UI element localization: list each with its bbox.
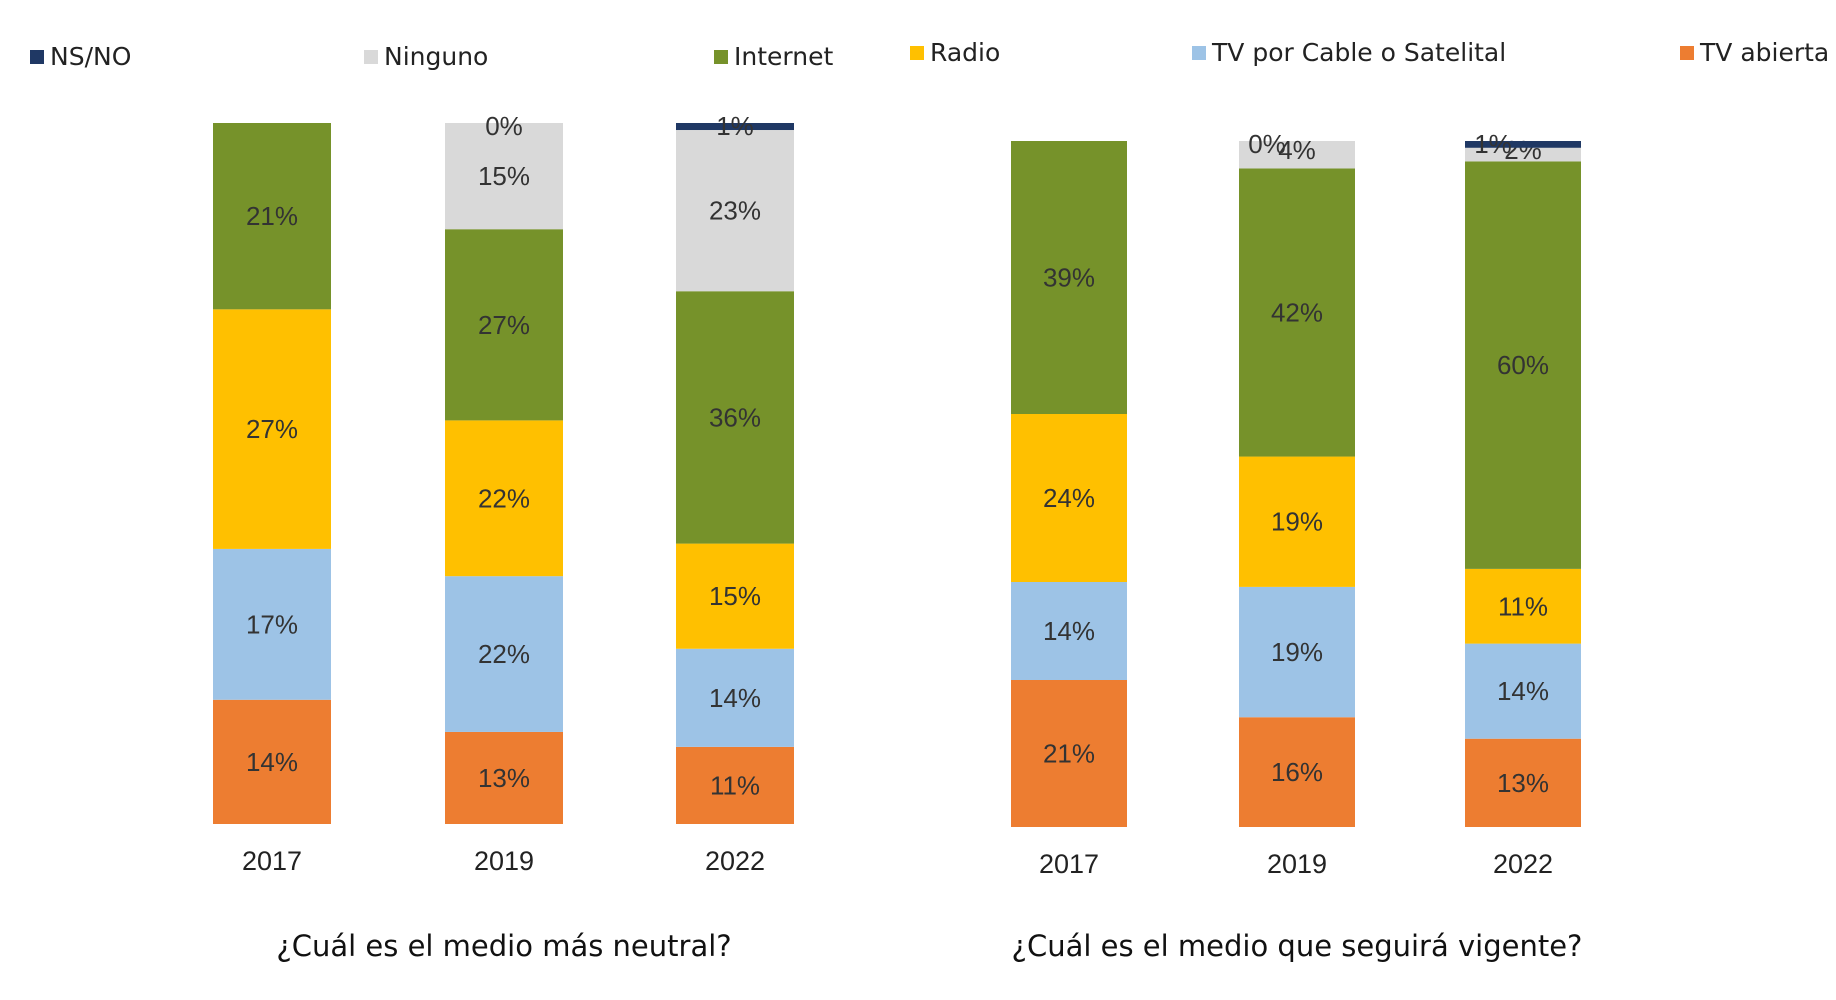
- data-label-internet-2022: 60%: [1497, 350, 1549, 380]
- bar-segment-tv-por-cable-o-satelital-2022: [1465, 643, 1581, 739]
- bar-segment-tv-por-cable-o-satelital-2022: [676, 648, 794, 747]
- bar-segment-internet-2017: [213, 123, 331, 310]
- legend: NS/NO Ninguno Internet Radio TV por Cable o …: [30, 38, 1829, 71]
- bar-segment-radio-2019: [1239, 456, 1355, 587]
- legend-swatch-abierta: [1680, 46, 1694, 60]
- bar-segment-tv-por-cable-o-satelital-2019: [445, 576, 563, 732]
- legend-label-nsno: NS/NO: [50, 42, 131, 71]
- data-label-radio-2022: 11%: [1498, 591, 1548, 621]
- x-tick-2022: 2022: [1493, 849, 1553, 879]
- legend-label-internet: Internet: [734, 42, 833, 71]
- legend-swatch-internet: [714, 50, 728, 64]
- data-label-radio-2017: 27%: [246, 414, 298, 444]
- x-tick-2017: 2017: [242, 846, 302, 876]
- data-label-ns-no-2019: 0%: [1248, 129, 1286, 159]
- bar-segment-ns-no-2022: [1465, 141, 1581, 148]
- data-label-ninguno-2019: 15%: [478, 161, 530, 191]
- bar-segment-internet-2017: [1011, 141, 1127, 414]
- bar-segment-ninguno-2019: [445, 123, 563, 230]
- bar-segment-ninguno-2022: [676, 130, 794, 292]
- legend-swatch-radio: [910, 46, 924, 60]
- bar-segment-tv-por-cable-o-satelital-2019: [1239, 586, 1355, 718]
- bar-segment-ninguno-2022: [1465, 147, 1581, 162]
- data-label-ns-no-2019: 0%: [485, 111, 523, 141]
- chart-mas-neutral: 14% 17% 27% 21% 2017 13% 22% 22% 27% 15% 0% 2019 11%…: [213, 111, 794, 963]
- data-label-ninguno-2019: 4%: [1278, 135, 1316, 165]
- bar-segment-tv-abierta-2022: [676, 746, 794, 824]
- data-label-tv-abierta-2019: 13%: [478, 763, 530, 793]
- data-label-internet-2022: 36%: [709, 402, 761, 432]
- x-tick-2019: 2019: [474, 846, 534, 876]
- bar-segment-ninguno-2019: [1239, 141, 1355, 169]
- data-label-radio-2019: 22%: [478, 483, 530, 513]
- data-label-radio-2017: 24%: [1043, 483, 1095, 513]
- data-label-tv-por-cable-o-satelital-2019: 22%: [478, 639, 530, 669]
- data-label-tv-por-cable-o-satelital-2022: 14%: [709, 683, 761, 713]
- legend-label-cable: TV por Cable o Satelital: [1211, 38, 1506, 67]
- chart-title: ¿Cuál es el medio más neutral?: [276, 929, 731, 963]
- x-tick-2019: 2019: [1267, 849, 1327, 879]
- data-label-tv-por-cable-o-satelital-2017: 14%: [1043, 616, 1095, 646]
- bar-segment-ns-no-2022: [676, 123, 794, 131]
- legend-swatch-ninguno: [364, 50, 378, 64]
- data-label-internet-2017: 39%: [1043, 263, 1095, 293]
- bar-segment-tv-abierta-2017: [1011, 680, 1127, 827]
- data-label-internet-2019: 42%: [1271, 298, 1323, 328]
- data-label-tv-por-cable-o-satelital-2022: 14%: [1497, 676, 1549, 706]
- bar-segment-radio-2017: [1011, 414, 1127, 582]
- bar-segment-tv-abierta-2017: [213, 699, 331, 824]
- bar-segment-tv-por-cable-o-satelital-2017: [1011, 582, 1127, 680]
- bar-segment-radio-2019: [445, 420, 563, 577]
- bar-segment-tv-abierta-2019: [445, 731, 563, 824]
- data-label-radio-2019: 19%: [1271, 507, 1323, 537]
- x-tick-2017: 2017: [1039, 849, 1099, 879]
- data-label-tv-por-cable-o-satelital-2017: 17%: [246, 609, 298, 639]
- data-label-internet-2019: 27%: [478, 310, 530, 340]
- data-label-tv-abierta-2022: 11%: [710, 770, 760, 800]
- bar-segment-internet-2019: [1239, 168, 1355, 457]
- data-label-tv-por-cable-o-satelital-2019: 19%: [1271, 637, 1323, 667]
- data-label-tv-abierta-2017: 14%: [246, 747, 298, 777]
- data-label-radio-2022: 15%: [709, 581, 761, 611]
- data-label-tv-abierta-2022: 13%: [1497, 768, 1549, 798]
- data-label-ns-no-2022: 1%: [716, 111, 754, 141]
- data-label-ninguno-2022: 23%: [709, 196, 761, 226]
- chart-seguira-vigente: 21% 14% 24% 39% 2017 16% 19% 19% 42% 4%0% 2019 13% 1…: [1011, 129, 1582, 963]
- bar-segment-tv-por-cable-o-satelital-2017: [213, 548, 331, 700]
- x-tick-2022: 2022: [705, 846, 765, 876]
- legend-label-ninguno: Ninguno: [384, 42, 488, 71]
- bar-segment-radio-2017: [213, 309, 331, 549]
- bar-segment-radio-2022: [676, 543, 794, 649]
- legend-swatch-nsno: [30, 50, 44, 64]
- bar-segment-tv-abierta-2019: [1239, 717, 1355, 827]
- bar-segment-tv-abierta-2022: [1465, 738, 1581, 827]
- data-label-tv-abierta-2017: 21%: [1043, 739, 1095, 769]
- legend-label-abierta: TV abierta: [1699, 38, 1829, 67]
- bar-segment-internet-2022: [1465, 161, 1581, 569]
- data-label-tv-abierta-2019: 16%: [1271, 757, 1323, 787]
- legend-label-radio: Radio: [930, 38, 1000, 67]
- bar-segment-internet-2019: [445, 229, 563, 421]
- chart-title: ¿Cuál es el medio que seguirá vigente?: [1012, 929, 1583, 963]
- data-label-internet-2017: 21%: [246, 201, 298, 231]
- bar-segment-radio-2022: [1465, 568, 1581, 644]
- data-label-ninguno-2022: 2%: [1504, 135, 1542, 165]
- bar-segment-internet-2022: [676, 291, 794, 544]
- legend-swatch-cable: [1192, 46, 1206, 60]
- data-label-ns-no-2022: 1%: [1474, 129, 1512, 159]
